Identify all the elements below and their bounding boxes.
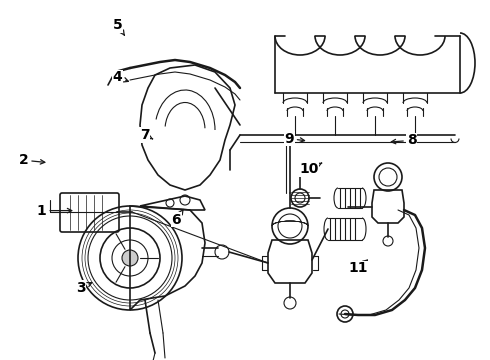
Text: 6: 6 — [172, 210, 183, 226]
Text: 4: 4 — [113, 71, 128, 84]
Text: 1: 1 — [37, 204, 72, 217]
Text: 9: 9 — [284, 132, 305, 145]
Circle shape — [122, 250, 138, 266]
Text: 5: 5 — [113, 18, 124, 35]
Text: 8: 8 — [392, 134, 416, 147]
Text: 7: 7 — [140, 128, 153, 142]
Text: 10: 10 — [299, 162, 322, 176]
Text: 2: 2 — [19, 153, 45, 167]
Text: 3: 3 — [76, 281, 92, 295]
Text: 11: 11 — [348, 260, 368, 275]
